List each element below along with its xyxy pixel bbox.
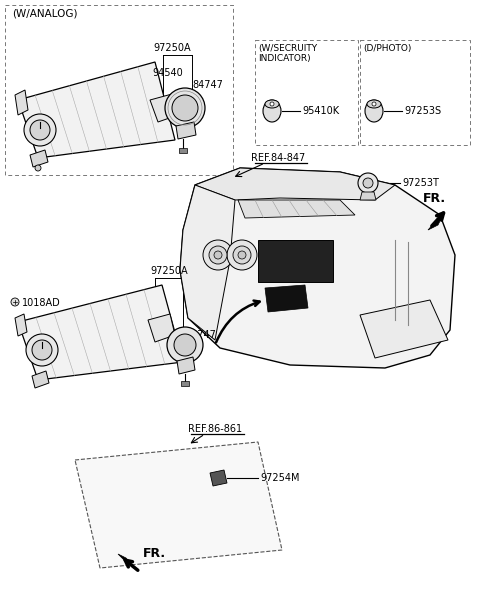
Text: 84747: 84747: [185, 330, 216, 340]
Circle shape: [165, 88, 205, 128]
Circle shape: [30, 120, 50, 140]
Bar: [360, 40, 470, 145]
Text: (D/PHOTO): (D/PHOTO): [363, 44, 411, 53]
Polygon shape: [177, 357, 195, 374]
Circle shape: [227, 240, 257, 270]
Text: (W/SECRUITY: (W/SECRUITY: [258, 44, 317, 53]
Circle shape: [26, 334, 58, 366]
Circle shape: [11, 298, 19, 306]
Circle shape: [167, 327, 203, 363]
Text: 97254M: 97254M: [260, 473, 300, 483]
Text: 97250A: 97250A: [150, 266, 188, 276]
Circle shape: [24, 114, 56, 146]
Ellipse shape: [367, 100, 381, 108]
Text: 97253S: 97253S: [404, 106, 441, 116]
Polygon shape: [180, 168, 455, 368]
Polygon shape: [118, 554, 132, 566]
Circle shape: [358, 173, 378, 193]
Polygon shape: [180, 185, 235, 340]
Polygon shape: [18, 285, 183, 380]
Polygon shape: [360, 192, 376, 200]
Circle shape: [363, 178, 373, 188]
Text: 97253T: 97253T: [402, 178, 439, 188]
Polygon shape: [238, 200, 355, 218]
Circle shape: [174, 334, 196, 356]
Circle shape: [32, 340, 52, 360]
Polygon shape: [181, 381, 189, 386]
Ellipse shape: [365, 100, 383, 122]
Bar: [5, 5, 233, 175]
Circle shape: [172, 95, 198, 121]
Circle shape: [238, 251, 246, 259]
Circle shape: [203, 240, 233, 270]
Circle shape: [214, 251, 222, 259]
Ellipse shape: [265, 100, 279, 108]
Text: INDICATOR): INDICATOR): [258, 54, 311, 63]
Text: FR.: FR.: [423, 192, 446, 205]
Polygon shape: [195, 168, 395, 200]
Bar: [255, 40, 358, 145]
Polygon shape: [18, 62, 175, 158]
Bar: [258, 240, 333, 282]
Circle shape: [270, 102, 274, 106]
Polygon shape: [176, 122, 196, 139]
Circle shape: [372, 102, 376, 106]
Text: FR.: FR.: [143, 547, 166, 560]
Text: 1018AD: 1018AD: [22, 298, 61, 308]
Polygon shape: [15, 314, 27, 336]
Polygon shape: [150, 94, 178, 122]
Text: 95410K: 95410K: [302, 106, 339, 116]
Circle shape: [209, 246, 227, 264]
Circle shape: [233, 246, 251, 264]
Polygon shape: [360, 300, 448, 358]
Text: (W/ANALOG): (W/ANALOG): [12, 8, 77, 18]
Polygon shape: [210, 470, 227, 486]
Polygon shape: [75, 442, 282, 568]
Polygon shape: [428, 217, 442, 230]
Text: 84747: 84747: [192, 80, 223, 90]
Polygon shape: [30, 150, 48, 167]
Text: 94540: 94540: [153, 68, 183, 78]
Polygon shape: [15, 90, 28, 115]
Polygon shape: [148, 314, 175, 342]
Text: REF.86-861: REF.86-861: [188, 424, 242, 434]
Text: 97250A: 97250A: [154, 43, 192, 53]
Polygon shape: [265, 285, 308, 312]
Polygon shape: [32, 371, 49, 388]
Circle shape: [35, 165, 41, 171]
Polygon shape: [179, 148, 187, 153]
Ellipse shape: [263, 100, 281, 122]
Text: REF.84-847: REF.84-847: [251, 153, 305, 163]
